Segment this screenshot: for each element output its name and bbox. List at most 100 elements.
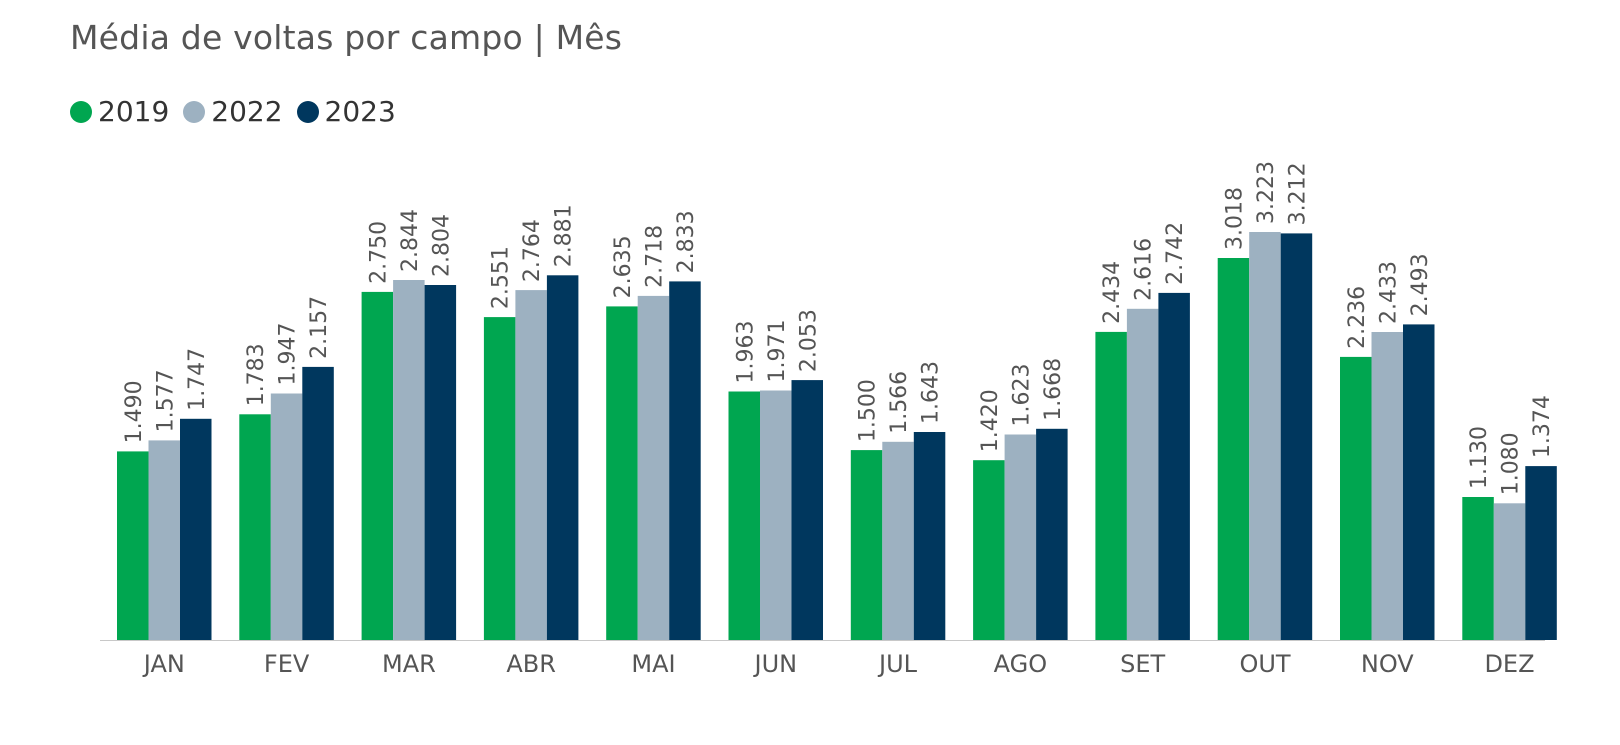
bar-2022-set[interactable] <box>1126 308 1159 640</box>
data-label-2022-abr: 2.764 <box>520 219 545 282</box>
chart-title: Média de voltas por campo | Mês <box>70 18 623 57</box>
legend-item-2019[interactable]: 2019 <box>70 95 169 128</box>
x-tick-label-jun: JUN <box>752 650 797 678</box>
data-label-2022-jan: 1.577 <box>153 369 178 432</box>
legend: 2019 2022 2023 <box>70 95 396 128</box>
legend-marker-2022 <box>183 100 206 123</box>
data-label-2022-nov: 2.433 <box>1376 261 1401 324</box>
bar-2022-out[interactable] <box>1249 232 1281 640</box>
data-label-2019-abr: 2.551 <box>489 246 514 309</box>
data-label-2022-jul: 1.566 <box>887 371 912 434</box>
legend-label-2019: 2019 <box>98 95 170 128</box>
bar-2023-fev[interactable] <box>302 366 334 640</box>
data-label-2022-mar: 2.844 <box>398 209 423 272</box>
x-tick-label-jan: JAN <box>142 650 185 678</box>
data-label-2023-set: 2.742 <box>1163 222 1188 285</box>
data-label-2019-dez: 1.130 <box>1467 426 1492 489</box>
data-label-2023-jan: 1.747 <box>185 348 210 411</box>
bar-2019-ago[interactable] <box>973 460 1005 640</box>
data-label-2023-jul: 1.643 <box>919 361 944 424</box>
bar-2022-jan[interactable] <box>148 440 181 640</box>
bar-group-nov: 2.236 2.433 2.493 <box>1340 253 1435 640</box>
bar-2022-jul[interactable] <box>882 441 914 640</box>
data-label-2019-mar: 2.750 <box>366 221 391 284</box>
bar-2023-out[interactable] <box>1280 233 1313 640</box>
data-label-2022-out: 3.223 <box>1254 161 1279 224</box>
legend-label-2022: 2022 <box>211 95 283 128</box>
bar-2022-abr[interactable] <box>515 290 547 640</box>
bar-2023-mar[interactable] <box>424 285 457 640</box>
bar-2023-jul[interactable] <box>913 432 946 640</box>
bar-2023-jan[interactable] <box>180 418 212 640</box>
data-label-2022-mai: 2.718 <box>643 225 668 288</box>
data-label-2023-abr: 2.881 <box>552 204 577 267</box>
bar-2022-dez[interactable] <box>1493 503 1526 640</box>
bar-2019-mar[interactable] <box>361 291 394 640</box>
bar-group-jan: 1.490 1.577 1.747 <box>117 348 212 640</box>
data-label-2019-out: 3.018 <box>1223 187 1248 250</box>
bar-2019-nov[interactable] <box>1340 356 1372 640</box>
bar-2022-jun[interactable] <box>760 390 792 641</box>
bar-group-abr: 2.551 2.764 2.881 <box>483 204 579 640</box>
data-label-2019-jul: 1.500 <box>856 379 881 442</box>
bar-group-mar: 2.750 2.844 2.804 <box>361 209 457 640</box>
data-label-2019-jan: 1.490 <box>122 380 147 443</box>
data-label-2022-jun: 1.971 <box>765 320 790 383</box>
data-label-2023-mar: 2.804 <box>429 214 454 277</box>
bar-2023-mai[interactable] <box>669 281 701 640</box>
data-label-2023-mai: 2.833 <box>674 210 699 273</box>
bar-2023-ago[interactable] <box>1036 428 1068 640</box>
bar-group-jun: 1.963 1.971 2.053 <box>728 309 824 641</box>
x-tick-label-out: OUT <box>1239 650 1290 678</box>
legend-item-2023[interactable]: 2023 <box>296 95 396 128</box>
bar-2022-nov[interactable] <box>1371 332 1404 640</box>
x-tick-label-nov: NOV <box>1361 650 1414 678</box>
bar-2023-jun[interactable] <box>791 380 824 640</box>
data-label-2023-out: 3.212 <box>1286 162 1311 225</box>
bar-group-ago: 1.420 1.623 1.668 <box>973 358 1068 640</box>
data-label-2023-dez: 1.374 <box>1530 395 1555 458</box>
data-label-2023-fev: 2.157 <box>307 296 332 359</box>
data-label-2023-ago: 1.668 <box>1041 358 1066 421</box>
bar-group-mai: 2.635 2.718 2.833 <box>606 210 701 640</box>
data-label-2022-set: 2.616 <box>1132 238 1157 301</box>
bar-2019-mai[interactable] <box>606 306 638 640</box>
data-label-2022-fev: 1.947 <box>276 323 301 386</box>
data-label-2023-jun: 2.053 <box>796 309 821 372</box>
data-label-2022-ago: 1.623 <box>1009 364 1034 427</box>
data-label-2019-fev: 1.783 <box>244 343 269 406</box>
bar-2023-nov[interactable] <box>1403 324 1435 640</box>
bar-2023-set[interactable] <box>1158 292 1190 640</box>
bar-2022-mai[interactable] <box>637 295 670 640</box>
bar-2022-fev[interactable] <box>270 393 303 641</box>
legend-label-2023: 2023 <box>324 95 396 128</box>
bar-2019-dez[interactable] <box>1462 497 1494 640</box>
data-label-2019-nov: 2.236 <box>1345 286 1370 349</box>
data-label-2019-ago: 1.420 <box>978 389 1003 452</box>
legend-item-2022[interactable]: 2022 <box>183 95 283 128</box>
bar-2019-set[interactable] <box>1095 331 1127 640</box>
bar-2019-jul[interactable] <box>850 450 883 640</box>
bar-2019-abr[interactable] <box>483 317 516 640</box>
bar-2019-out[interactable] <box>1217 258 1250 640</box>
x-tick-label-mar: MAR <box>382 650 436 678</box>
bar-group-jul: 1.500 1.566 1.643 <box>850 361 946 640</box>
x-tick-label-jul: JUL <box>877 650 918 678</box>
data-label-2019-set: 2.434 <box>1100 261 1125 324</box>
bar-group-set: 2.434 2.616 2.742 <box>1095 222 1190 640</box>
x-tick-label-fev: FEV <box>264 650 310 678</box>
bar-2023-dez[interactable] <box>1525 466 1557 640</box>
data-label-2022-dez: 1.080 <box>1499 432 1524 495</box>
bar-2023-abr[interactable] <box>546 275 579 640</box>
bar-2019-fev[interactable] <box>239 414 271 640</box>
data-label-2019-mai: 2.635 <box>611 235 636 298</box>
x-tick-label-dez: DEZ <box>1484 650 1534 678</box>
legend-marker-2023 <box>296 100 319 123</box>
bar-2019-jan[interactable] <box>117 451 149 640</box>
bar-2019-jun[interactable] <box>728 391 761 641</box>
legend-marker-2019 <box>70 100 92 123</box>
bar-2022-mar[interactable] <box>393 280 425 640</box>
x-tick-label-abr: ABR <box>506 650 556 678</box>
bar-2022-ago[interactable] <box>1004 434 1037 641</box>
